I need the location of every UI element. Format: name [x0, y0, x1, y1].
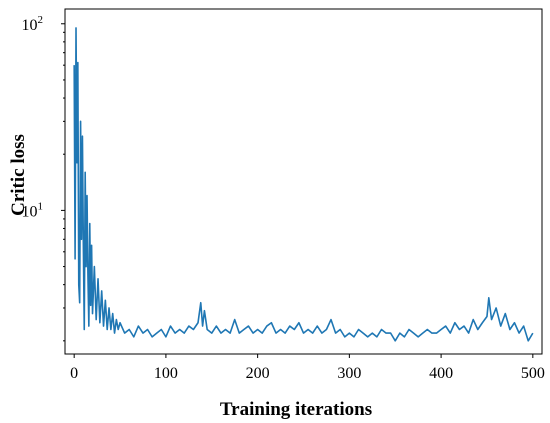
y-tick-label: 102 [22, 14, 44, 34]
x-tick-label: 500 [521, 365, 545, 382]
x-tick-label: 200 [246, 365, 270, 382]
y-axis-title: Critic loss [8, 134, 29, 216]
x-tick-label: 300 [337, 365, 361, 382]
y-axis-ticks: 101 102 [22, 14, 65, 342]
y-tick-label: 101 [22, 200, 44, 220]
plot-frame [64, 8, 543, 355]
critic-loss-line [73, 27, 534, 342]
x-tick-label: 0 [70, 365, 78, 382]
x-tick-label: 100 [154, 365, 178, 382]
x-axis-title: Training iterations [220, 399, 372, 420]
x-tick-label: 400 [429, 365, 453, 382]
x-axis-ticks: 0 100 200 300 400 500 [70, 354, 545, 382]
